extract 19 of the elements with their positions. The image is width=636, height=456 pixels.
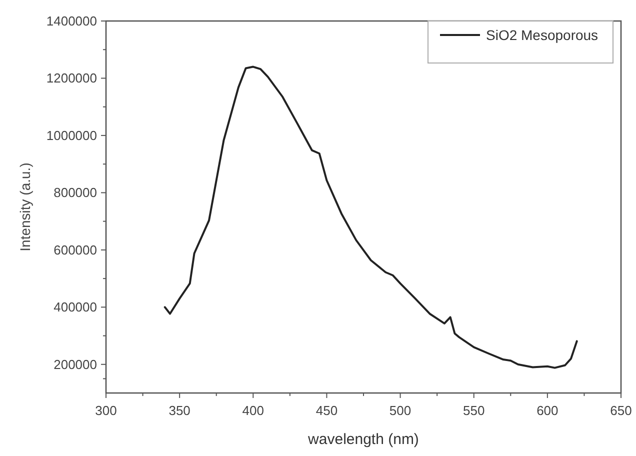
y-tick-label: 200000 [54,356,97,372]
x-tick-label: 500 [389,403,412,418]
y-tick-label: 1000000 [46,128,97,143]
y-tick-label: 600000 [54,242,97,258]
y-tick-label: 1400000 [46,14,97,28]
x-tick-label: 400 [242,403,264,418]
x-axis-title: wavelength (nm) [307,431,419,448]
x-tick-label: 350 [168,403,190,418]
x-tick-label: 600 [536,403,558,418]
x-tick-label: 450 [316,403,338,418]
x-tick-label: 300 [95,403,117,418]
line-series [164,66,578,369]
legend-label: SiO2 Mesoporous [486,27,598,43]
y-tick-label: 1200000 [46,70,97,86]
x-tick-label: 550 [463,403,485,418]
y-tick-label: 800000 [54,185,97,200]
y-axis-title: Intensity (a.u.) [17,162,33,252]
x-tick-label: 650 [610,403,632,418]
y-tick-label: 400000 [54,300,97,315]
